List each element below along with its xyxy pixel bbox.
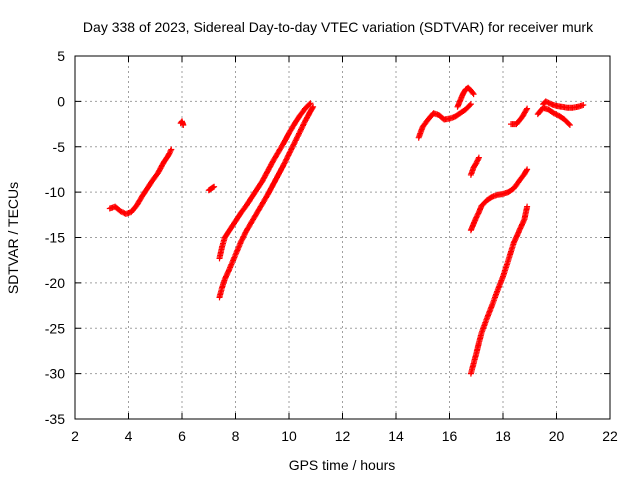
data-point-markers <box>467 154 482 178</box>
y-tick-label: -35 <box>45 411 65 427</box>
y-tick-label: -10 <box>45 184 65 200</box>
series-arc-10 <box>467 203 531 377</box>
data-point-markers <box>454 84 477 110</box>
data-point-markers <box>106 146 175 217</box>
y-tick-label: -20 <box>45 275 65 291</box>
y-axis-label: SDTVAR / TECUs <box>5 182 21 294</box>
x-tick-label: 20 <box>549 428 565 444</box>
y-tick-label: -25 <box>45 320 65 336</box>
series-arc-7 <box>454 84 477 110</box>
series-arc-1 <box>106 146 175 217</box>
x-tick-label: 22 <box>602 428 618 444</box>
y-tick-label: 5 <box>57 48 65 64</box>
series-arc-2 <box>177 118 187 128</box>
data-point-markers <box>508 105 531 128</box>
x-tick-label: 12 <box>335 428 351 444</box>
x-tick-label: 10 <box>281 428 297 444</box>
data-point-markers <box>205 183 218 194</box>
x-tick-label: 2 <box>71 428 79 444</box>
data-point-markers <box>467 203 531 377</box>
series-arc-3 <box>205 183 218 194</box>
x-tick-label: 8 <box>232 428 240 444</box>
data-point-markers <box>534 104 573 128</box>
series-arc-11 <box>508 105 531 128</box>
data-point-markers <box>540 98 587 111</box>
data-point-markers <box>216 100 314 262</box>
y-tick-label: -15 <box>45 230 65 246</box>
series-arc-5 <box>216 103 317 301</box>
series-arc-4 <box>216 100 314 262</box>
data-point-markers <box>415 101 474 141</box>
y-tick-label: -30 <box>45 366 65 382</box>
series-arc-13 <box>540 98 587 111</box>
data-point-markers <box>216 103 317 301</box>
chart-title: Day 338 of 2023, Sidereal Day-to-day VTE… <box>83 19 594 35</box>
series-arc-12 <box>534 104 573 128</box>
series-arc-9 <box>467 166 531 234</box>
x-tick-label: 14 <box>388 428 404 444</box>
y-tick-label: -5 <box>53 139 66 155</box>
x-tick-label: 18 <box>495 428 511 444</box>
y-tick-label: 0 <box>57 93 65 109</box>
data-points <box>106 84 587 377</box>
tick-labels: 2 4 6 8 10 12 14 16 18 20 22 5 0 -5 -10 -15 -20 -25 -30 -35 <box>45 48 618 444</box>
grid <box>75 56 610 419</box>
x-tick-label: 4 <box>125 428 133 444</box>
x-axis-label: GPS time / hours <box>289 457 396 473</box>
data-point-markers <box>467 166 531 234</box>
data-point-markers <box>177 118 187 128</box>
x-tick-label: 6 <box>178 428 186 444</box>
series-arc-8 <box>467 154 482 178</box>
x-tick-label: 16 <box>442 428 458 444</box>
axis-ticks <box>74 55 611 420</box>
series-arc-6 <box>415 101 474 141</box>
